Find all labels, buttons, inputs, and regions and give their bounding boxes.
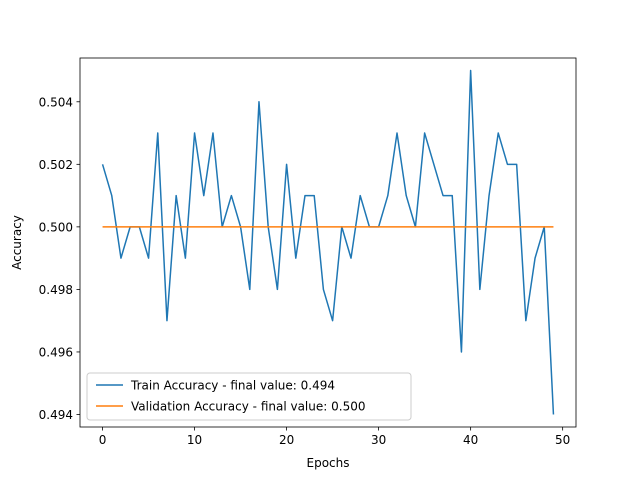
y-tick-label: 0.498 [39, 283, 73, 297]
x-axis-label: Epochs [307, 456, 350, 470]
y-axis-label: Accuracy [10, 215, 24, 270]
x-tick-label: 0 [99, 433, 107, 447]
y-tick-label: 0.494 [39, 408, 73, 422]
x-tick-label: 40 [463, 433, 478, 447]
x-tick-label: 50 [555, 433, 570, 447]
legend-entry-label: Train Accuracy - final value: 0.494 [130, 379, 335, 393]
axes-frame [79, 57, 577, 428]
series-line-train-accuracy [101, 69, 555, 415]
x-tick-label: 30 [371, 433, 386, 447]
y-tick-label: 0.504 [39, 95, 73, 109]
legend-entry-label: Validation Accuracy - final value: 0.500 [131, 400, 365, 414]
x-tick-label: 10 [187, 433, 202, 447]
legend: Train Accuracy - final value: 0.494 Valid… [86, 372, 412, 421]
x-tick-label: 20 [279, 433, 294, 447]
y-tick-label: 0.502 [39, 158, 73, 172]
axes-layer: 0 10 20 30 40 50 0.494 0.496 0.498 0.500 0.502 0.50… [39, 57, 577, 447]
y-tick-label: 0.500 [39, 220, 73, 234]
legend-box [86, 372, 412, 421]
y-tick-label: 0.496 [39, 345, 73, 359]
series-layer [101, 69, 555, 415]
